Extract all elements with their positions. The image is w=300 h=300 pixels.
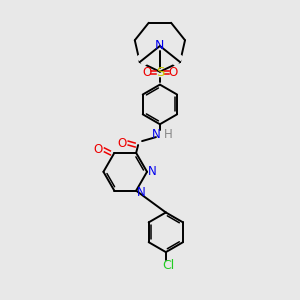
Text: N: N <box>155 40 165 52</box>
Text: H: H <box>164 128 172 141</box>
Text: O: O <box>118 136 127 150</box>
Text: N: N <box>148 165 156 178</box>
Text: S: S <box>156 66 164 79</box>
Text: N: N <box>152 128 160 141</box>
Text: N: N <box>137 186 146 199</box>
Text: O: O <box>94 143 103 156</box>
Text: O: O <box>142 66 152 79</box>
Text: O: O <box>168 66 177 79</box>
Text: Cl: Cl <box>163 260 175 272</box>
